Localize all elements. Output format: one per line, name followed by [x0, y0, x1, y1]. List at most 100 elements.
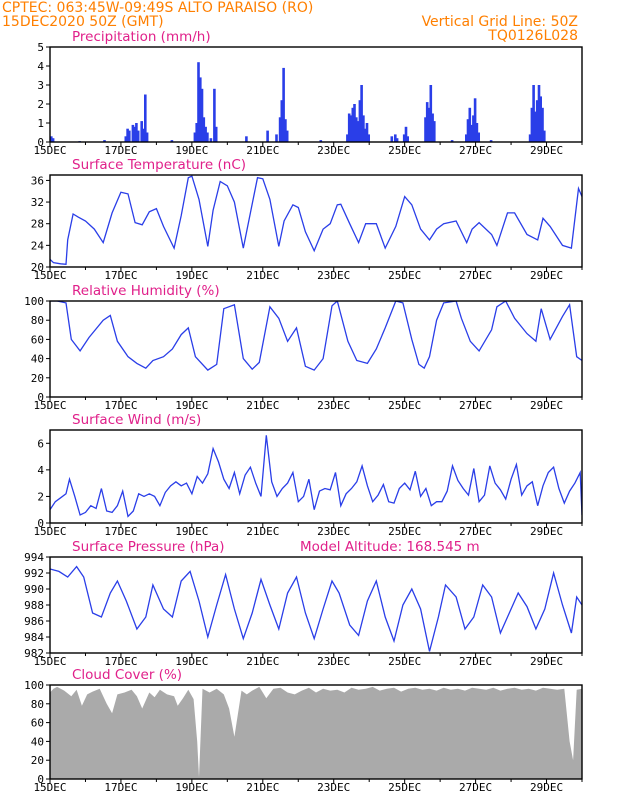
- wind-ytick-label: 2: [37, 490, 44, 503]
- pressure-xtick-label: 23DEC: [317, 655, 350, 668]
- cloud-cover-xtick-label: 23DEC: [317, 781, 350, 794]
- humidity-frame: [49, 300, 583, 398]
- humidity-ytick-label: 80: [31, 314, 44, 327]
- precipitation-bar: [197, 62, 200, 142]
- cloud-cover-panel: 0 20 40 60 80 100 15DEC 17DEC 19DEC 21DEC 23DEC 25D…: [24, 667, 583, 794]
- temperature-xtick-label: 17DEC: [104, 269, 137, 282]
- cloud-cover-xtick-label: 19DEC: [175, 781, 208, 794]
- precipitation-xtick-label: 19DEC: [175, 144, 208, 157]
- precipitation-bar: [193, 132, 197, 142]
- precipitation-bar: [404, 126, 408, 142]
- precipitation-ytick-label: 3: [37, 79, 44, 92]
- humidity-xtick-label: 21DEC: [246, 399, 279, 412]
- pressure-xtick-label: 29DEC: [530, 655, 563, 668]
- precipitation-bar: [424, 117, 427, 142]
- wind-xtick-label: 21DEC: [246, 525, 279, 538]
- wind-xtick-label: 15DEC: [33, 525, 66, 538]
- precipitation-bar: [394, 134, 397, 142]
- cloud-cover-ytick-label: 100: [24, 679, 44, 692]
- humidity-xtick-label: 27DEC: [459, 399, 492, 412]
- temperature-ytick-label: 20: [31, 261, 44, 274]
- precipitation-bar: [362, 115, 365, 142]
- temperature-xtick-label: 23DEC: [317, 269, 350, 282]
- precipitation-bar: [195, 123, 198, 142]
- precipitation-bar: [535, 100, 539, 142]
- temperature-xtick-label: 25DEC: [388, 269, 421, 282]
- humidity-title: Relative Humidity (%): [72, 283, 220, 299]
- temperature-ytick-label: 24: [31, 239, 45, 252]
- precipitation-bar: [144, 94, 147, 142]
- precipitation-xtick-label: 25DEC: [388, 144, 421, 157]
- precipitation-bar: [285, 130, 289, 142]
- wind-frame: [49, 429, 583, 524]
- precipitation-bar: [213, 88, 216, 142]
- wind-line: [50, 435, 582, 518]
- humidity-xtick-label: 29DEC: [530, 399, 563, 412]
- precipitation-bar: [275, 134, 278, 142]
- precipitation-bar: [450, 140, 454, 142]
- wind-xtick-label: 29DEC: [530, 525, 563, 538]
- pressure-ytick-label: 986: [24, 615, 44, 628]
- cloud-cover-title: Cloud Cover (%): [72, 667, 182, 683]
- humidity-ytick-label: 60: [31, 333, 44, 346]
- header-model-id: TQ0126L028: [487, 28, 578, 44]
- precipitation-bar: [477, 132, 480, 142]
- precipitation-bar: [530, 107, 534, 142]
- wind-xtick-label: 27DEC: [459, 525, 492, 538]
- temperature-ytick-label: 28: [31, 218, 44, 231]
- wind-ytick-label: 4: [37, 464, 44, 477]
- precipitation-bar: [319, 140, 323, 142]
- precipitation-xtick-label: 27DEC: [459, 144, 492, 157]
- cloud-cover-ytick-label: 60: [31, 717, 44, 730]
- precipitation-bar: [475, 123, 479, 142]
- precipitation-ytick-label: 1: [37, 117, 44, 130]
- temperature-ytick-label: 36: [31, 174, 44, 187]
- pressure-title: Surface Pressure (hPa): [72, 539, 225, 555]
- cloud-cover-area: [50, 686, 582, 779]
- humidity-xtick-label: 25DEC: [388, 399, 421, 412]
- humidity-xtick-label: 17DEC: [104, 399, 137, 412]
- pressure-frame: [49, 556, 583, 654]
- precipitation-panel: 0 1 2 3 4 5 15DEC 17DEC 19DEC 21DEC 23DEC 25DEC 27DE…: [33, 29, 583, 157]
- precipitation-bar: [346, 134, 349, 142]
- cloud-cover-plot-area: [50, 686, 582, 779]
- precipitation-bar: [528, 134, 532, 142]
- precipitation-ytick-label: 2: [37, 98, 44, 111]
- pressure-plot-area: [50, 565, 582, 652]
- pressure-xtick-label: 25DEC: [388, 655, 421, 668]
- precipitation-bar: [128, 130, 131, 142]
- cloud-cover-xtick-label: 17DEC: [104, 781, 137, 794]
- wind-panel: 0 2 4 6 15DEC 17DEC 19DEC 21DEC 23DEC 25DEC 27DEC 2…: [33, 412, 583, 538]
- precipitation-bar: [280, 100, 284, 142]
- precipitation-bar: [472, 115, 475, 142]
- wind-xtick-label: 19DEC: [175, 525, 208, 538]
- precipitation-xtick-label: 21DEC: [246, 144, 279, 157]
- humidity-xtick-label: 23DEC: [317, 399, 350, 412]
- precipitation-bar: [133, 126, 136, 142]
- temperature-xtick-label: 15DEC: [33, 269, 66, 282]
- precipitation-bar: [347, 113, 351, 142]
- precipitation-bar: [206, 132, 209, 142]
- humidity-ytick-label: 100: [24, 295, 44, 308]
- wind-title: Surface Wind (m/s): [72, 412, 201, 428]
- temperature-xtick-label: 19DEC: [175, 269, 208, 282]
- precipitation-bar: [124, 136, 128, 142]
- pressure-xtick-label: 17DEC: [104, 655, 137, 668]
- humidity-line: [50, 301, 582, 371]
- precipitation-bar: [266, 130, 269, 142]
- cloud-cover-xtick-label: 15DEC: [33, 781, 66, 794]
- precipitation-bar: [465, 134, 468, 142]
- pressure-ytick-label: 990: [24, 583, 44, 596]
- precipitation-bar: [349, 115, 353, 142]
- humidity-xtick-label: 15DEC: [33, 399, 66, 412]
- precipitation-xtick-label: 29DEC: [530, 144, 563, 157]
- precipitation-bar: [282, 67, 285, 142]
- pressure-line: [50, 565, 582, 652]
- cloud-cover-xtick-label: 27DEC: [459, 781, 492, 794]
- precipitation-bar: [365, 123, 369, 142]
- precipitation-bar: [360, 85, 363, 142]
- precipitation-title: Precipitation (mm/h): [72, 29, 211, 45]
- precipitation-bar: [103, 140, 106, 142]
- pressure-ytick-label: 988: [24, 599, 44, 612]
- humidity-plot-area: [50, 301, 582, 371]
